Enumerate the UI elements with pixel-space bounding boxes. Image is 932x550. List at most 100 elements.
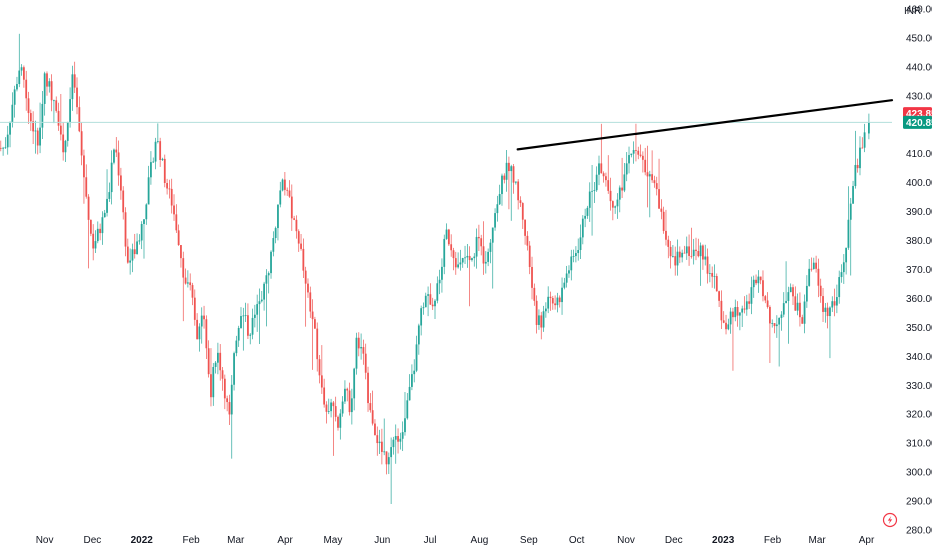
candle [646, 145, 649, 208]
price-axis[interactable]: 280.00 290.00 300.00 310.00 320.00 330.00 340.… [903, 5, 932, 537]
candle [771, 319, 774, 328]
candle [561, 277, 563, 315]
candle [681, 249, 684, 263]
candle [258, 288, 261, 344]
candle [750, 276, 753, 315]
candle [337, 415, 339, 431]
candle [748, 293, 751, 309]
candle [163, 154, 166, 188]
candle [568, 265, 570, 278]
candle [683, 245, 686, 254]
candle [184, 268, 187, 285]
candle [794, 286, 797, 311]
candle [447, 228, 450, 246]
candle [228, 394, 231, 425]
time-axis[interactable]: Nov Dec 2022 Feb Mar Apr May Jun Jul Aug Sep Oct Nov… [36, 535, 875, 546]
price-tick-label: 400.00 [906, 178, 932, 189]
candle [494, 208, 496, 231]
candle [554, 295, 557, 310]
candle [570, 249, 573, 281]
svg-text:420.85: 420.85 [906, 118, 932, 129]
candle [256, 294, 259, 332]
candle [480, 234, 483, 256]
candle [62, 122, 65, 161]
candle [859, 136, 861, 176]
candle [283, 172, 286, 196]
candle [110, 150, 113, 205]
candle [189, 273, 192, 291]
candle [766, 292, 769, 309]
candle [83, 149, 85, 204]
drawings-layer[interactable] [0, 99, 894, 151]
candle [496, 195, 499, 222]
candle [738, 312, 741, 331]
candle [103, 209, 106, 218]
candle [323, 378, 326, 408]
candle [320, 345, 323, 394]
candle [725, 314, 727, 335]
candle [445, 223, 448, 240]
candle [849, 197, 852, 276]
candle [29, 109, 32, 131]
candle [704, 244, 707, 266]
candle [235, 335, 238, 357]
candle [715, 273, 718, 292]
candle [514, 181, 517, 185]
time-tick-label: May [323, 535, 342, 546]
candle [586, 205, 589, 219]
time-tick-label: Feb [183, 535, 201, 546]
candle [692, 238, 695, 265]
candle [94, 230, 97, 253]
candle [251, 308, 254, 340]
candle [743, 296, 746, 314]
candle [226, 395, 229, 412]
candle [221, 367, 224, 391]
candle [362, 339, 365, 365]
candle [57, 102, 60, 131]
candle [454, 251, 457, 275]
candle [281, 178, 284, 192]
candle [808, 259, 811, 287]
svg-text:423.85: 423.85 [906, 109, 932, 120]
candle [20, 64, 23, 76]
candle [484, 251, 487, 274]
candle [775, 315, 778, 338]
candle [50, 74, 53, 112]
candle [711, 266, 714, 288]
candle [39, 102, 41, 154]
candle [175, 204, 178, 233]
candle [177, 224, 180, 246]
candle [501, 173, 503, 206]
time-tick-label: 2022 [131, 535, 154, 546]
candle [697, 238, 700, 258]
candle [427, 286, 429, 317]
candle [198, 323, 201, 352]
candle [143, 219, 145, 259]
candle [191, 282, 194, 306]
lightning-icon[interactable] [882, 512, 898, 528]
candle [272, 231, 275, 257]
candle [145, 203, 148, 225]
candle [838, 270, 841, 304]
candle [404, 392, 406, 436]
candle [115, 137, 118, 158]
candle [380, 428, 383, 465]
candle [672, 244, 674, 258]
trendline[interactable] [516, 99, 894, 151]
candle [702, 244, 704, 270]
candle [517, 179, 520, 210]
candle [549, 291, 552, 311]
candle [32, 111, 35, 144]
candle [635, 123, 637, 162]
candle [826, 302, 829, 329]
candle [383, 418, 386, 456]
candle [387, 452, 390, 475]
candle [413, 359, 416, 383]
candle [339, 409, 342, 440]
candle [847, 186, 850, 250]
candle [140, 221, 143, 250]
candle [101, 211, 104, 245]
candle [390, 437, 393, 504]
candle [473, 253, 476, 267]
